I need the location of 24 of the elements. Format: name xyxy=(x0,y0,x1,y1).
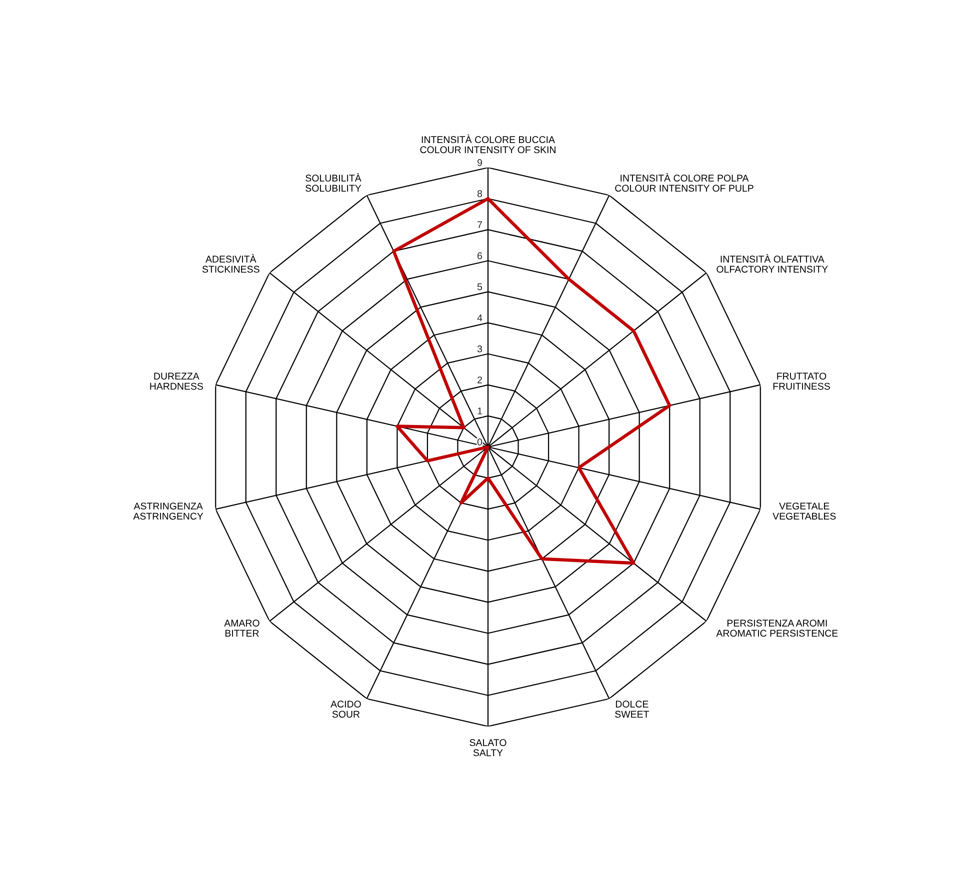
spoke-label: DOLCE SWEET xyxy=(615,700,649,718)
y-tick-label: 4 xyxy=(477,314,482,322)
y-tick-label: 8 xyxy=(477,190,482,198)
y-tick-label: 6 xyxy=(478,252,482,260)
spoke-label: INTENSITÀ COLORE BUCCIA COLOUR INTENSITY OF SKIN xyxy=(420,134,556,154)
y-tick-label: 2 xyxy=(478,376,482,384)
spoke-label: ASTRINGENZA ASTRINGENCY xyxy=(133,502,204,520)
spoke-label: AMARO BITTER xyxy=(224,620,260,637)
y-tick-label: 9 xyxy=(477,159,482,166)
y-tick-label: 1 xyxy=(478,408,482,414)
spoke-label: DUREZZA HARDNESS xyxy=(150,372,203,390)
y-tick-label: 3 xyxy=(477,345,482,352)
spoke-label: INTENSITÀ COLORE POLPA COLOUR INTENSITY OF PULP xyxy=(615,173,754,192)
y-tick-label: 7 xyxy=(478,221,482,228)
spoke-label: VEGETALE VEGETABLES xyxy=(772,502,836,520)
spoke-label: SALATO SALTY xyxy=(470,739,506,756)
spoke-label: ACIDO SOUR xyxy=(330,700,361,718)
spoke-label: PERSISTENZA AROMI AROMATIC PERSISTENCE xyxy=(716,620,838,637)
spoke-label: SOLUBILITÀ SOLUBILITY xyxy=(306,173,362,192)
spoke-label: INTENSITÀ OLFATTIVA OLFACTORY INTENSITY xyxy=(716,254,828,273)
spoke-label: ADESIVITÀ STICKINESS xyxy=(202,254,260,273)
y-tick-label: 5 xyxy=(477,283,482,290)
spoke-label: FRUTTATO FRUITINESS xyxy=(773,372,830,390)
y-tick-label: 0 xyxy=(477,438,482,446)
